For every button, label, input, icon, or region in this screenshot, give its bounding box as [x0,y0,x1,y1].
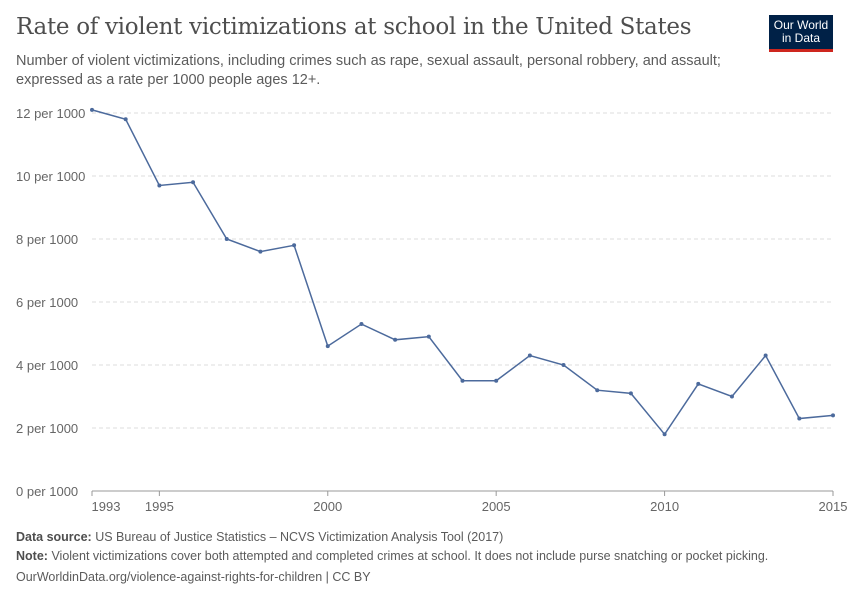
y-tick-label: 10 per 1000 [16,169,85,184]
data-point [123,117,128,122]
y-tick-label: 0 per 1000 [16,484,78,499]
y-tick-label: 6 per 1000 [16,295,78,310]
x-tick-label: 1995 [145,499,174,514]
y-tick-label: 4 per 1000 [16,358,78,373]
chart-subtitle: Number of violent victimizations, includ… [16,53,721,88]
data-point [157,183,162,188]
data-point [393,337,398,342]
footer-url[interactable]: OurWorldinData.org/violence-against-righ… [16,570,371,584]
y-tick-label: 8 per 1000 [16,232,78,247]
owid-logo[interactable]: Our World in Data [769,15,833,52]
data-point [696,381,701,386]
data-point [628,391,633,396]
data-source: Data source: US Bureau of Justice Statis… [16,530,503,544]
note-label: Note: [16,549,48,563]
data-point [325,344,330,349]
data-point [494,378,499,383]
data-point [527,353,532,358]
data-point [292,243,297,248]
source-text: US Bureau of Justice Statistics – NCVS V… [95,530,504,544]
x-tick-label: 2005 [482,499,511,514]
series-line [91,109,834,436]
data-point [191,180,196,185]
data-point [359,322,364,327]
data-point [662,432,667,437]
x-tick-label: 1993 [92,499,121,514]
x-tick-label: 2015 [819,499,848,514]
note-text: Violent victimizations cover both attemp… [51,549,769,563]
y-tick-label: 12 per 1000 [16,106,85,121]
data-point [460,378,465,383]
chart-title: Rate of violent victimizations at school… [16,14,692,40]
x-tick-label: 2000 [313,499,342,514]
data-point [831,413,835,418]
data-point [797,416,802,421]
data-point [561,363,566,367]
data-point [729,394,734,399]
data-point [426,334,431,339]
data-point [224,237,229,241]
data-point [595,388,600,393]
note: Note: Violent victimizations cover both … [16,549,768,563]
data-point [90,107,94,112]
source-label: Data source: [16,530,92,544]
y-tick-label: 2 per 1000 [16,421,78,436]
x-tick-label: 2010 [650,499,679,514]
data-point [258,249,263,254]
data-point [763,353,768,358]
